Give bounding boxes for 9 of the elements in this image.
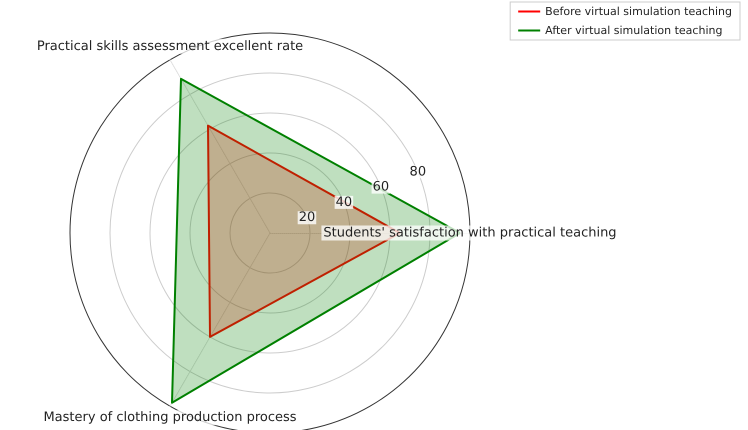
y-tick-label: 40 [336,194,352,210]
y-tick-label: 80 [410,164,426,180]
legend-label: After virtual simulation teaching [545,24,722,37]
y-tick-label: 20 [298,210,316,226]
legend-label: Before virtual simulation teaching [545,5,732,18]
spoke-label: Practical skills assessment excellent rate [36,38,304,54]
y-tick-label: 60 [372,180,390,195]
spoke-label: Mastery of clothing production process [43,410,297,426]
spoke-label: Students' satisfaction with practical teaching [323,226,617,240]
